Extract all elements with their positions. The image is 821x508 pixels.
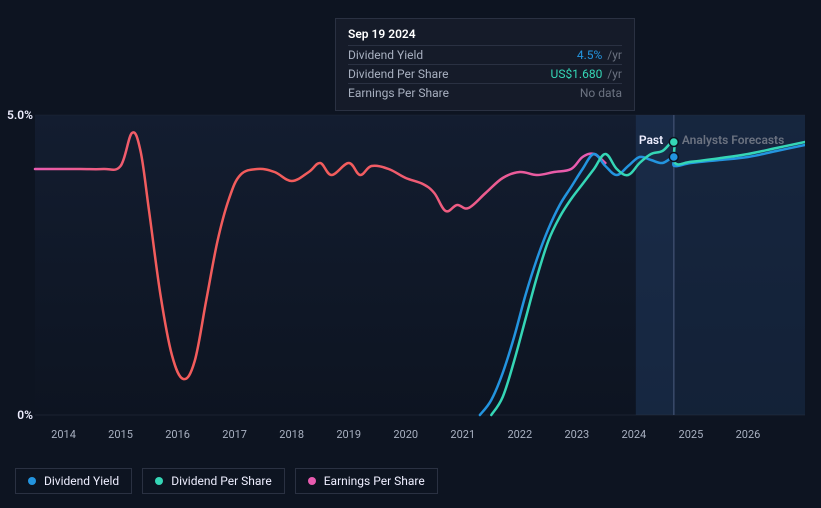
x-axis-tick-label: 2021 [450,428,475,441]
x-axis-tick-label: 2019 [336,428,361,441]
chart-tooltip: Sep 19 2024 Dividend Yield4.5% /yrDivide… [335,18,635,111]
tooltip-row: Dividend Yield 4.5% /yr [348,45,622,64]
tooltip-row: Dividend Per Share US$1.680 /yr [348,64,622,83]
tooltip-row-label: Dividend Yield [348,48,423,62]
tooltip-row-value: 4.5% /yr [577,48,622,62]
tooltip-row-value: US$1.680 /yr [551,67,622,81]
x-axis-tick-label: 2014 [51,428,76,441]
legend-item-label: Dividend Per Share [171,474,272,488]
legend-dot-icon [308,477,316,485]
legend-item[interactable]: Dividend Yield [15,468,132,494]
legend-item[interactable]: Earnings Per Share [295,468,438,494]
x-axis-tick-label: 2026 [736,428,761,441]
legend-dot-icon [155,477,163,485]
past-label: Past [639,133,663,147]
line-chart[interactable]: 0%5.0%2014201520162017201820192020202120… [15,105,805,445]
x-axis-tick-label: 2023 [564,428,589,441]
x-axis-tick-label: 2018 [279,428,304,441]
legend-dot-icon [28,477,36,485]
legend-item-label: Earnings Per Share [324,474,425,488]
legend-item[interactable]: Dividend Per Share [142,468,285,494]
y-axis-tick-label: 0% [17,408,33,422]
y-axis-tick-label: 5.0% [7,108,33,122]
x-axis-tick-label: 2015 [108,428,133,441]
tooltip-row: Earnings Per Share No data [348,83,622,102]
tooltip-row-label: Dividend Per Share [348,67,449,81]
x-axis-tick-label: 2022 [507,428,532,441]
x-axis-tick-label: 2024 [622,428,647,441]
chart-legend: Dividend Yield Dividend Per Share Earnings… [15,468,438,494]
x-axis-tick-label: 2016 [165,428,190,441]
x-axis-tick-label: 2017 [222,428,247,441]
x-axis-tick-label: 2020 [393,428,418,441]
x-axis-tick-label: 2025 [679,428,704,441]
legend-item-label: Dividend Yield [44,474,119,488]
forecast-label: Analysts Forecasts [682,133,784,147]
tooltip-row-label: Earnings Per Share [348,86,449,100]
tooltip-row-value: No data [580,86,622,100]
tooltip-title: Sep 19 2024 [348,27,622,41]
